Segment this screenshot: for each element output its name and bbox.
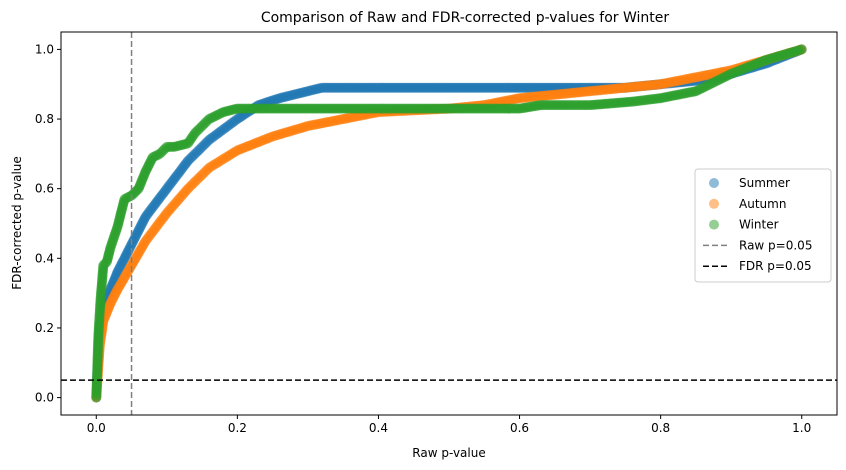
y-axis: 0.0 0.2 0.4 0.6 0.8 1.0 bbox=[35, 42, 61, 405]
legend-item: Summer bbox=[709, 176, 790, 190]
x-tick-label: 0.2 bbox=[228, 421, 247, 435]
x-axis-label: Raw p-value bbox=[412, 446, 485, 460]
x-tick-label: 0.0 bbox=[87, 421, 106, 435]
x-axis: 0.0 0.2 0.4 0.6 0.8 1.0 bbox=[87, 415, 811, 435]
legend: Summer Autumn Winter Raw p=0.05 FDR p=0.05 bbox=[694, 168, 832, 283]
y-tick-label: 0.2 bbox=[35, 321, 54, 335]
scatter-point bbox=[796, 44, 807, 55]
y-tick-label: 0.4 bbox=[35, 251, 54, 265]
legend-box bbox=[694, 168, 832, 283]
legend-label: Summer bbox=[739, 176, 790, 190]
legend-item: Autumn bbox=[709, 197, 786, 211]
plot-frame bbox=[60, 31, 838, 416]
legend-label: Winter bbox=[739, 218, 779, 232]
legend-marker bbox=[709, 219, 719, 230]
x-tick-label: 0.6 bbox=[510, 421, 529, 435]
x-tick-label: 0.4 bbox=[369, 421, 388, 435]
legend-marker bbox=[709, 178, 719, 188]
series-winter bbox=[91, 44, 807, 403]
x-tick-label: 1.0 bbox=[792, 421, 811, 435]
legend-item: FDR p=0.05 bbox=[703, 259, 812, 273]
y-tick-label: 1.0 bbox=[35, 42, 54, 56]
legend-label: Autumn bbox=[739, 197, 786, 211]
legend-item: Raw p=0.05 bbox=[703, 238, 812, 252]
y-axis-label: FDR-corrected p-value bbox=[10, 156, 24, 290]
chart-title: Comparison of Raw and FDR-corrected p-va… bbox=[261, 10, 670, 26]
plot-area bbox=[61, 32, 837, 415]
legend-label: FDR p=0.05 bbox=[739, 259, 812, 273]
legend-marker bbox=[709, 198, 719, 209]
y-tick-label: 0.8 bbox=[35, 112, 54, 126]
x-tick-label: 0.8 bbox=[651, 421, 670, 435]
legend-item: Winter bbox=[709, 218, 779, 232]
legend-label: Raw p=0.05 bbox=[739, 238, 812, 252]
y-tick-label: 0.0 bbox=[35, 391, 54, 405]
y-tick-label: 0.6 bbox=[35, 182, 54, 196]
